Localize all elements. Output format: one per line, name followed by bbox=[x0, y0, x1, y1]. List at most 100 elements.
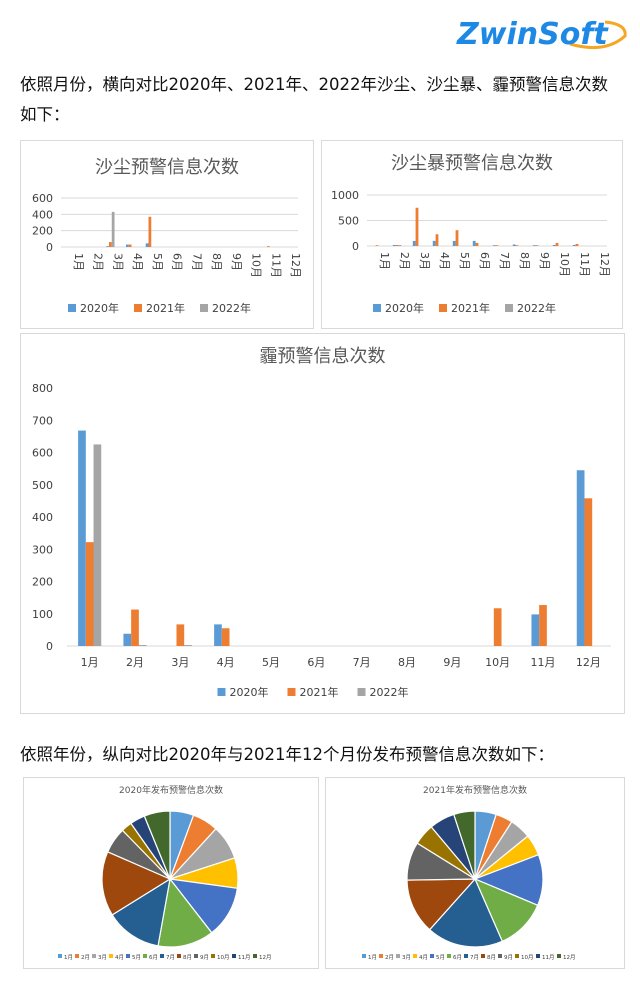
x-tick-label: 12月 bbox=[576, 656, 601, 669]
legend-label: 4月 bbox=[115, 954, 124, 961]
legend-swatch bbox=[126, 954, 130, 958]
zwinsoft-logo: ZwinSoft bbox=[455, 14, 630, 54]
x-tick-label: 8月 bbox=[518, 252, 531, 270]
bar-2022年-2月 bbox=[138, 645, 147, 646]
x-tick-label: 6月 bbox=[171, 253, 184, 271]
legend-label: 8月 bbox=[487, 954, 496, 961]
bar-2021年-11月 bbox=[539, 605, 547, 646]
y-tick-label: 200 bbox=[32, 225, 53, 238]
legend-swatch bbox=[430, 954, 434, 958]
x-tick-label: 5月 bbox=[458, 252, 471, 270]
pie-slice-7月 bbox=[428, 877, 504, 948]
bar-2021年-1月 bbox=[375, 245, 379, 246]
bar-2020年-3月 bbox=[106, 246, 109, 247]
legend-label: 6月 bbox=[149, 954, 158, 961]
y-tick-label: 200 bbox=[32, 576, 53, 589]
bar-2021年-4月 bbox=[128, 244, 132, 247]
bar-2021年-12月 bbox=[584, 498, 593, 646]
legend-swatch bbox=[160, 954, 164, 958]
legend-label: 2020年 bbox=[385, 301, 424, 315]
bar-2020年-10月 bbox=[552, 244, 556, 246]
x-tick-label: 6月 bbox=[307, 656, 325, 669]
bar-2020年-2月 bbox=[123, 633, 132, 646]
x-tick-label: 5月 bbox=[262, 656, 280, 669]
x-tick-label: 6月 bbox=[478, 252, 491, 270]
x-tick-label: 5月 bbox=[151, 253, 164, 271]
pie-slice-8月 bbox=[406, 878, 477, 931]
legend-label: 7月 bbox=[166, 954, 175, 961]
bar-2020年-6月 bbox=[472, 240, 476, 246]
chart-title: 沙尘预警信息次数 bbox=[95, 157, 239, 178]
legend-label: 3月 bbox=[402, 954, 411, 961]
x-tick-label: 2月 bbox=[126, 656, 144, 669]
legend-label: 2020年 bbox=[230, 685, 269, 699]
bar-2021年-3月 bbox=[108, 242, 112, 247]
legend-swatch bbox=[287, 688, 296, 696]
x-tick-label: 2月 bbox=[398, 252, 411, 270]
x-tick-label: 10月 bbox=[485, 656, 510, 669]
legend-label: 2020年 bbox=[80, 301, 119, 315]
y-tick-label: 1000 bbox=[331, 189, 359, 202]
y-tick-label: 400 bbox=[32, 511, 53, 524]
y-tick-label: 500 bbox=[32, 479, 53, 492]
legend-swatch bbox=[92, 954, 96, 958]
legend-swatch bbox=[58, 954, 62, 958]
pie-intro-text: 依照年份，纵向对比2020年与2021年12个月份发布预警信息次数如下： bbox=[20, 745, 554, 764]
y-tick-label: 500 bbox=[338, 215, 359, 228]
x-tick-label: 9月 bbox=[443, 656, 461, 669]
pie-2021-chart: 2021年发布预警信息次数 1月 2月 3月 4月 5月 6月 7月 8月 9月 10月 11月 12月 bbox=[325, 777, 625, 969]
bar-2020年-5月 bbox=[452, 240, 456, 246]
legend-swatch bbox=[439, 304, 447, 312]
bar-2020年-11月 bbox=[531, 614, 540, 646]
y-tick-label: 100 bbox=[32, 608, 53, 621]
legend-swatch bbox=[194, 954, 198, 958]
x-tick-label: 4月 bbox=[131, 253, 144, 271]
legend-label: 2月 bbox=[385, 954, 394, 961]
x-tick-label: 10月 bbox=[558, 252, 571, 277]
legend-swatch bbox=[232, 954, 236, 958]
legend-swatch bbox=[134, 304, 142, 312]
bar-2020年-9月 bbox=[532, 245, 536, 246]
pie-2020-chart: 2020年发布预警信息次数 1月 2月 3月 4月 5月 6月 7月 8月 9月 10月 11月 12月 bbox=[23, 777, 319, 969]
legend-label: 5月 bbox=[436, 954, 445, 961]
legend-swatch bbox=[109, 954, 113, 958]
legend-label: 2021年 bbox=[146, 301, 185, 315]
legend-swatch bbox=[68, 304, 76, 312]
legend-swatch bbox=[464, 954, 468, 958]
legend-swatch bbox=[505, 304, 513, 312]
bar-2021年-7月 bbox=[495, 245, 499, 246]
y-tick-label: 800 bbox=[32, 382, 53, 395]
bar-2021年-11月 bbox=[575, 243, 579, 246]
legend-label: 9月 bbox=[504, 954, 513, 961]
legend-swatch bbox=[557, 954, 561, 958]
legend-swatch bbox=[143, 954, 147, 958]
x-tick-label: 12月 bbox=[598, 252, 611, 277]
x-tick-label: 1月 bbox=[81, 656, 99, 669]
bar-2021年-3月 bbox=[176, 624, 185, 646]
x-tick-label: 3月 bbox=[418, 252, 431, 270]
bar-2020年-4月 bbox=[432, 240, 436, 246]
legend-swatch bbox=[373, 304, 381, 312]
bar-2021年-1月 bbox=[85, 542, 94, 646]
legend-label: 1月 bbox=[368, 954, 377, 961]
legend-swatch bbox=[362, 954, 366, 958]
y-tick-label: 0 bbox=[46, 640, 53, 653]
legend-swatch bbox=[498, 954, 502, 958]
x-tick-label: 11月 bbox=[578, 252, 591, 277]
sand-dust-chart: 沙尘预警信息次数 0 200 400 600 1月 2月 3月 4月 5月 6月 7月 8月 9月 10月 1… bbox=[20, 140, 314, 329]
pie-slice-7月 bbox=[111, 877, 171, 947]
pie-slice-8月 bbox=[101, 851, 172, 916]
y-tick-label: 700 bbox=[32, 414, 53, 427]
bar-2020年-5月 bbox=[145, 243, 149, 247]
chart-title: 2020年发布预警信息次数 bbox=[119, 784, 223, 796]
bar-2020年-3月 bbox=[412, 240, 416, 246]
x-tick-label: 3月 bbox=[111, 253, 124, 271]
x-tick-label: 7月 bbox=[498, 252, 511, 270]
chart-title: 2021年发布预警信息次数 bbox=[423, 784, 527, 796]
bar-2021年-11月 bbox=[266, 246, 270, 247]
bar-2020年-7月 bbox=[492, 245, 496, 246]
y-tick-label: 0 bbox=[352, 240, 359, 253]
legend-swatch bbox=[177, 954, 181, 958]
x-tick-label: 3月 bbox=[171, 656, 189, 669]
legend-label: 1月 bbox=[64, 954, 73, 961]
